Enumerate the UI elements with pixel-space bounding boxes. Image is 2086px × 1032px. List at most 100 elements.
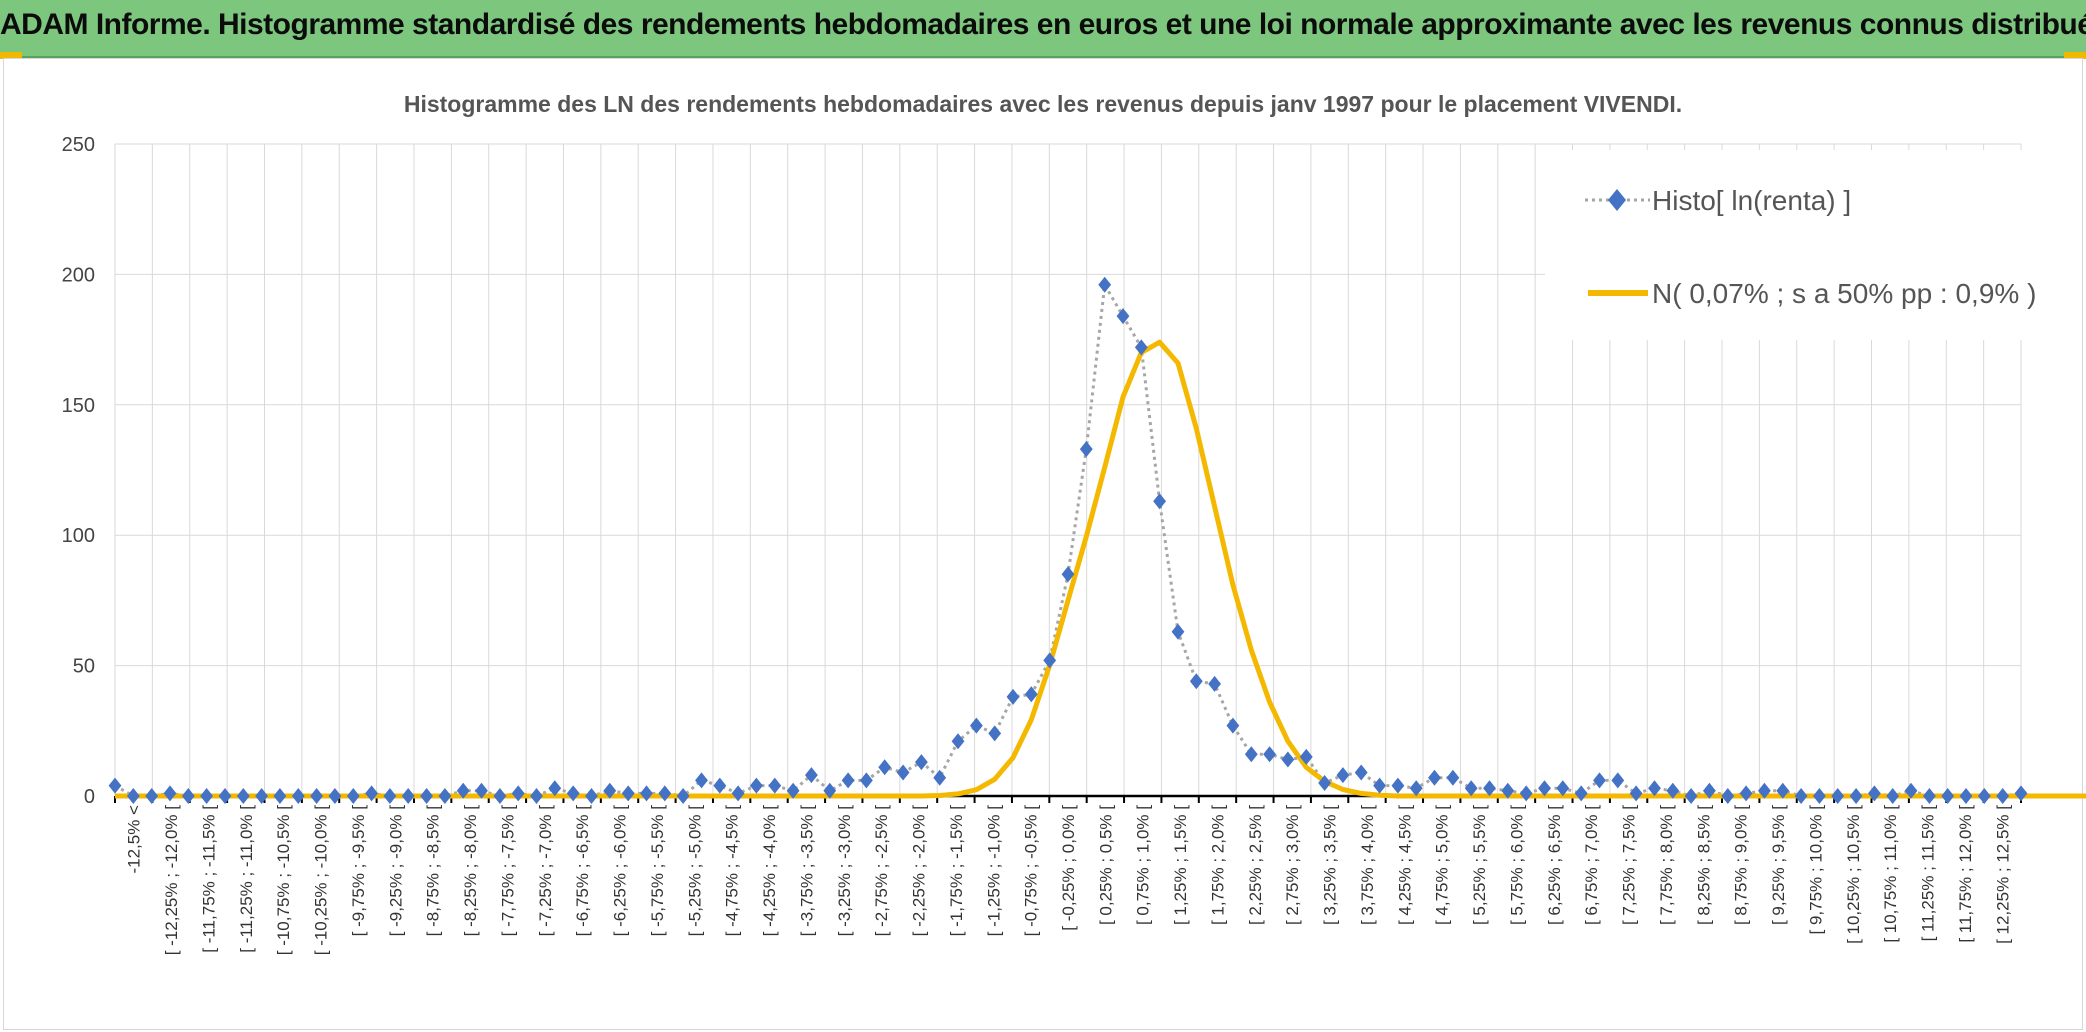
histo-point <box>1428 769 1441 786</box>
x-tick-label: [ 7,25% ; 7,5% [ <box>1620 805 1639 925</box>
histo-point <box>328 788 342 804</box>
legend-histo-marker <box>1608 189 1626 211</box>
normal-curve-line <box>115 339 2086 799</box>
y-tick-label: 100 <box>62 525 95 547</box>
histo-point <box>1666 782 1680 799</box>
banner-corner-left <box>0 52 22 59</box>
x-tick-label: [ 3,75% ; 4,0% [ <box>1358 805 1377 925</box>
histo-point <box>1813 788 1826 804</box>
histo-point <box>1923 788 1936 804</box>
banner-corner-right <box>2064 52 2086 59</box>
x-tick-label: [ 9,25% ; 9,5% [ <box>1769 805 1788 925</box>
x-tick-label: [ -8,25% ; -8,0% [ <box>461 805 480 937</box>
x-tick-label: -12,5% < <box>125 805 144 874</box>
x-tick-label: [ 5,25% ; 5,5% [ <box>1470 805 1489 925</box>
legend-histo-label: Histo[ ln(renta) ] <box>1652 185 1851 216</box>
x-tick-label: [ -8,75% ; -8,5% [ <box>424 805 443 937</box>
histo-point <box>1629 785 1643 802</box>
histo-point <box>401 788 415 804</box>
histo-point <box>676 788 690 804</box>
y-tick-label: 250 <box>62 134 95 156</box>
histo-point <box>1849 788 1863 804</box>
x-tick-label: [ 9,75% ; 10,0% [ <box>1806 805 1825 935</box>
report-banner: ADAM Informe. Histogramme standardisé de… <box>0 0 2086 58</box>
x-tick-label: [ -3,75% ; -3,5% [ <box>797 805 816 937</box>
histo-point <box>475 782 488 799</box>
histo-point <box>1409 780 1423 797</box>
histo-point <box>786 782 800 799</box>
x-tick-label: [ 4,75% ; 5,0% [ <box>1433 805 1452 925</box>
histo-point <box>1776 782 1790 799</box>
histo-point <box>1831 788 1845 804</box>
chart-frame <box>3 58 2083 1030</box>
y-axis: 0 50 100 150 200 250 <box>62 134 95 808</box>
histo-point <box>805 767 818 784</box>
histo-point <box>511 785 525 802</box>
x-tick-label: [ 12,25% ; 12,5% [ <box>1993 805 2012 944</box>
histo-point <box>2014 785 2028 802</box>
histo-point <box>1116 308 1130 325</box>
histo-point <box>1043 652 1057 669</box>
histo-point <box>585 788 598 804</box>
histo-point <box>1318 775 1331 791</box>
histo-point <box>108 777 122 794</box>
x-tick-label: [ -5,75% ; -5,5% [ <box>648 805 667 937</box>
histo-point <box>1006 688 1020 705</box>
x-tick-label: [ 1,75% ; 2,0% [ <box>1208 805 1227 925</box>
histo-point <box>658 785 672 802</box>
x-tick-label: [ -4,25% ; -4,0% [ <box>760 805 779 937</box>
histo-point <box>1299 748 1313 765</box>
histo-point <box>750 777 763 794</box>
x-tick-label: [ 11,25% ; 11,5% [ <box>1919 805 1938 942</box>
x-tick-label: [ 11,75% ; 12,0% [ <box>1956 805 1975 943</box>
histo-point <box>566 785 580 802</box>
histo-point <box>1391 777 1405 794</box>
x-tick-label: [ 7,75% ; 8,0% [ <box>1657 805 1676 925</box>
histo-point <box>1904 782 1918 799</box>
chart-title: Histogramme des LN des rendements hebdom… <box>404 91 1682 117</box>
histo-point <box>1538 780 1551 797</box>
histo-point <box>548 780 562 797</box>
x-tick-label: [ 10,25% ; 10,5% [ <box>1844 805 1863 944</box>
histo-point <box>383 788 397 804</box>
histo-point <box>640 785 653 802</box>
histo-point <box>841 772 855 789</box>
histo-point <box>456 782 470 799</box>
histo-point <box>438 788 452 804</box>
histo-point <box>530 788 543 804</box>
x-tick-label: [ 6,25% ; 6,5% [ <box>1545 805 1564 925</box>
x-tick-label: [ -0,75% ; -0,5% [ <box>1022 805 1041 937</box>
x-tick-label: [ 0,75% ; 1,0% [ <box>1134 805 1153 925</box>
histo-point <box>1281 751 1295 768</box>
histo-point <box>218 788 232 804</box>
histo-point <box>731 785 745 802</box>
histo-point <box>1098 276 1112 293</box>
x-tick-label: [ 5,75% ; 6,0% [ <box>1507 805 1526 925</box>
histo-series-line <box>114 280 2022 798</box>
x-tick-label: [ -11,25% ; -11,0% [ <box>237 805 256 953</box>
histo-point <box>768 777 782 794</box>
histo-point <box>1153 493 1166 510</box>
y-tick-label: 0 <box>84 786 95 808</box>
histo-point <box>1446 769 1460 786</box>
histo-point <box>291 788 305 804</box>
chart-grid <box>114 143 2022 796</box>
histo-point <box>1501 782 1515 799</box>
x-tick-label: [ -11,75% ; -11,5% [ <box>199 805 218 953</box>
histo-point <box>236 788 250 804</box>
histo-point <box>1996 788 2010 804</box>
histo-point <box>1868 785 1881 802</box>
histo-point <box>1134 339 1148 356</box>
x-tick-label: [ 10,75% ; 11,0% [ <box>1881 805 1900 943</box>
histo-point <box>860 772 873 789</box>
histo-point <box>1794 788 1808 804</box>
histo-point <box>1483 780 1496 797</box>
histo-point <box>346 788 360 804</box>
histo-point <box>1556 780 1570 797</box>
report-title: ADAM Informe. Histogramme standardisé de… <box>0 8 2086 41</box>
x-tick-label: [ -12,25% ; -12,0% [ <box>162 805 181 956</box>
y-tick-label: 200 <box>62 264 95 286</box>
histo-point <box>1959 788 1973 804</box>
x-tick-label: [ -3,25% ; -3,0% [ <box>835 805 854 937</box>
